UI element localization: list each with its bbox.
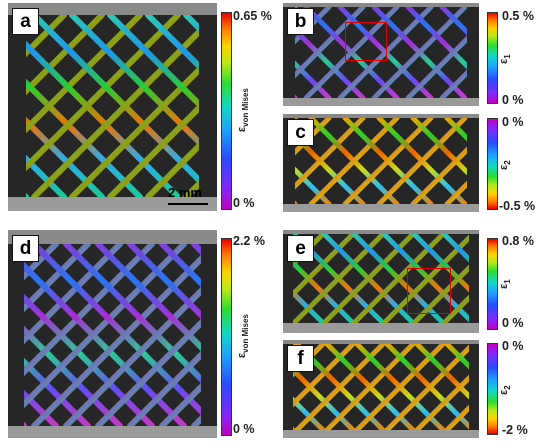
- colorbar-c: [487, 118, 498, 210]
- colorbar-b-min: 0 %: [502, 93, 524, 107]
- scale-bar-label: 2 mm: [168, 185, 202, 200]
- lattice-strain-map-b: [283, 3, 479, 106]
- colorbar-b: [487, 12, 498, 104]
- panel-f-label: f: [287, 345, 314, 372]
- colorbar-d-title: εvon Mises: [235, 314, 251, 359]
- scale-bar: [168, 203, 208, 205]
- panel-d-image: d: [8, 230, 217, 438]
- panel-b-label: b: [287, 8, 314, 35]
- panel-d-label: d: [12, 235, 39, 262]
- colorbar-e-min: 0 %: [502, 316, 524, 330]
- panel-c-image: c: [283, 114, 479, 212]
- colorbar-a-max: 0.65 %: [233, 9, 272, 23]
- colorbar-e-title: ε1: [497, 279, 513, 289]
- colorbar-b-max: 0.5 %: [502, 9, 534, 23]
- panel-a-image: a 2 mm: [8, 3, 217, 211]
- panel-f-image: f: [283, 340, 479, 438]
- colorbar-f-title: ε2: [497, 385, 513, 395]
- lattice-strain-map-c: [283, 114, 479, 212]
- lattice-strain-map-a: [8, 3, 217, 211]
- colorbar-d-min: 0 %: [233, 422, 255, 436]
- lattice-strain-map-d: [8, 230, 217, 438]
- panel-e-label: e: [287, 235, 314, 262]
- colorbar-b-title: ε1: [497, 54, 513, 64]
- colorbar-f-min: -2 %: [502, 423, 528, 437]
- panel-e-image: e: [283, 230, 479, 333]
- colorbar-d-max: 2.2 %: [233, 234, 265, 248]
- colorbar-f-max: 0 %: [502, 339, 524, 353]
- colorbar-d: [221, 238, 232, 436]
- colorbar-f: [487, 343, 498, 435]
- colorbar-a-min: 0 %: [233, 196, 255, 210]
- colorbar-c-title: ε2: [497, 160, 513, 170]
- panel-c-label: c: [287, 119, 314, 146]
- roi-box-e: [407, 268, 451, 314]
- colorbar-e-max: 0.8 %: [502, 234, 534, 248]
- colorbar-c-max: 0 %: [502, 115, 524, 129]
- colorbar-e: [487, 238, 498, 330]
- colorbar-a-title: εvon Mises: [235, 88, 251, 133]
- lattice-strain-map-f: [283, 340, 479, 438]
- colorbar-a: [221, 12, 232, 210]
- roi-box-b: [345, 22, 387, 61]
- colorbar-c-min: -0.5 %: [499, 199, 536, 213]
- lattice-strain-map-e: [283, 230, 479, 333]
- panel-b-image: b: [283, 3, 479, 106]
- panel-a-label: a: [12, 8, 39, 35]
